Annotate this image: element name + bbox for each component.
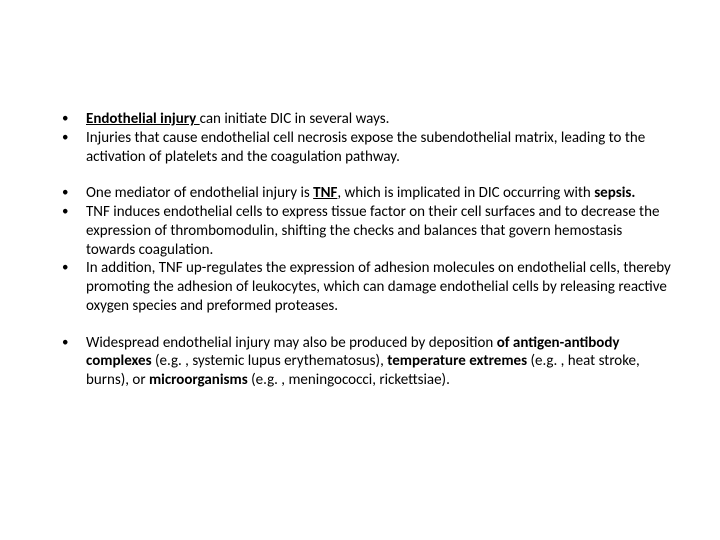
bullet-text: Endothelial injury can initiate DIC in s… [86, 110, 672, 129]
text-run: TNF induces endothelial cells to express… [86, 203, 659, 259]
bullet-group: •One mediator of endothelial injury is T… [58, 184, 672, 315]
bullet-item: •Widespread endothelial injury may also … [58, 334, 672, 390]
bullet-marker: • [58, 203, 86, 222]
text-run: One mediator of endothelial injury is [86, 184, 313, 202]
bullet-marker: • [58, 184, 86, 203]
text-run: microorganisms [149, 371, 251, 389]
bullet-text: One mediator of endothelial injury is TN… [86, 184, 672, 203]
bullet-marker: • [58, 110, 86, 129]
bullet-marker: • [58, 129, 86, 148]
text-run: can initiate DIC in several ways. [200, 110, 390, 128]
text-run: Endothelial injury [86, 110, 200, 128]
text-run: (e.g. , meningococci, rickettsiae). [251, 371, 450, 389]
bullet-item: •One mediator of endothelial injury is T… [58, 184, 672, 203]
bullet-marker: • [58, 259, 86, 278]
slide-body: •Endothelial injury can initiate DIC in … [58, 110, 672, 390]
bullet-text: Widespread endothelial injury may also b… [86, 334, 672, 390]
text-run: , which is implicated in DIC occurring w… [337, 184, 594, 202]
text-run: In addition, TNF up-regulates the expres… [86, 259, 671, 315]
text-run: TNF [313, 184, 337, 202]
bullet-item: •TNF induces endothelial cells to expres… [58, 203, 672, 259]
bullet-text: In addition, TNF up-regulates the expres… [86, 259, 672, 315]
bullet-item: •Injuries that cause endothelial cell ne… [58, 129, 672, 167]
bullet-item: •In addition, TNF up-regulates the expre… [58, 259, 672, 315]
bullet-marker: • [58, 334, 86, 353]
text-run: temperature extremes [387, 352, 527, 370]
text-run: Injuries that cause endothelial cell nec… [86, 129, 645, 166]
text-run: Widespread endothelial injury may also b… [86, 334, 497, 352]
bullet-group: •Endothelial injury can initiate DIC in … [58, 110, 672, 166]
text-run: (e.g. , systemic lupus erythematosus), [155, 352, 387, 370]
bullet-text: Injuries that cause endothelial cell nec… [86, 129, 672, 167]
bullet-group: •Widespread endothelial injury may also … [58, 334, 672, 390]
text-run: sepsis. [594, 184, 635, 202]
bullet-text: TNF induces endothelial cells to express… [86, 203, 672, 259]
bullet-item: •Endothelial injury can initiate DIC in … [58, 110, 672, 129]
